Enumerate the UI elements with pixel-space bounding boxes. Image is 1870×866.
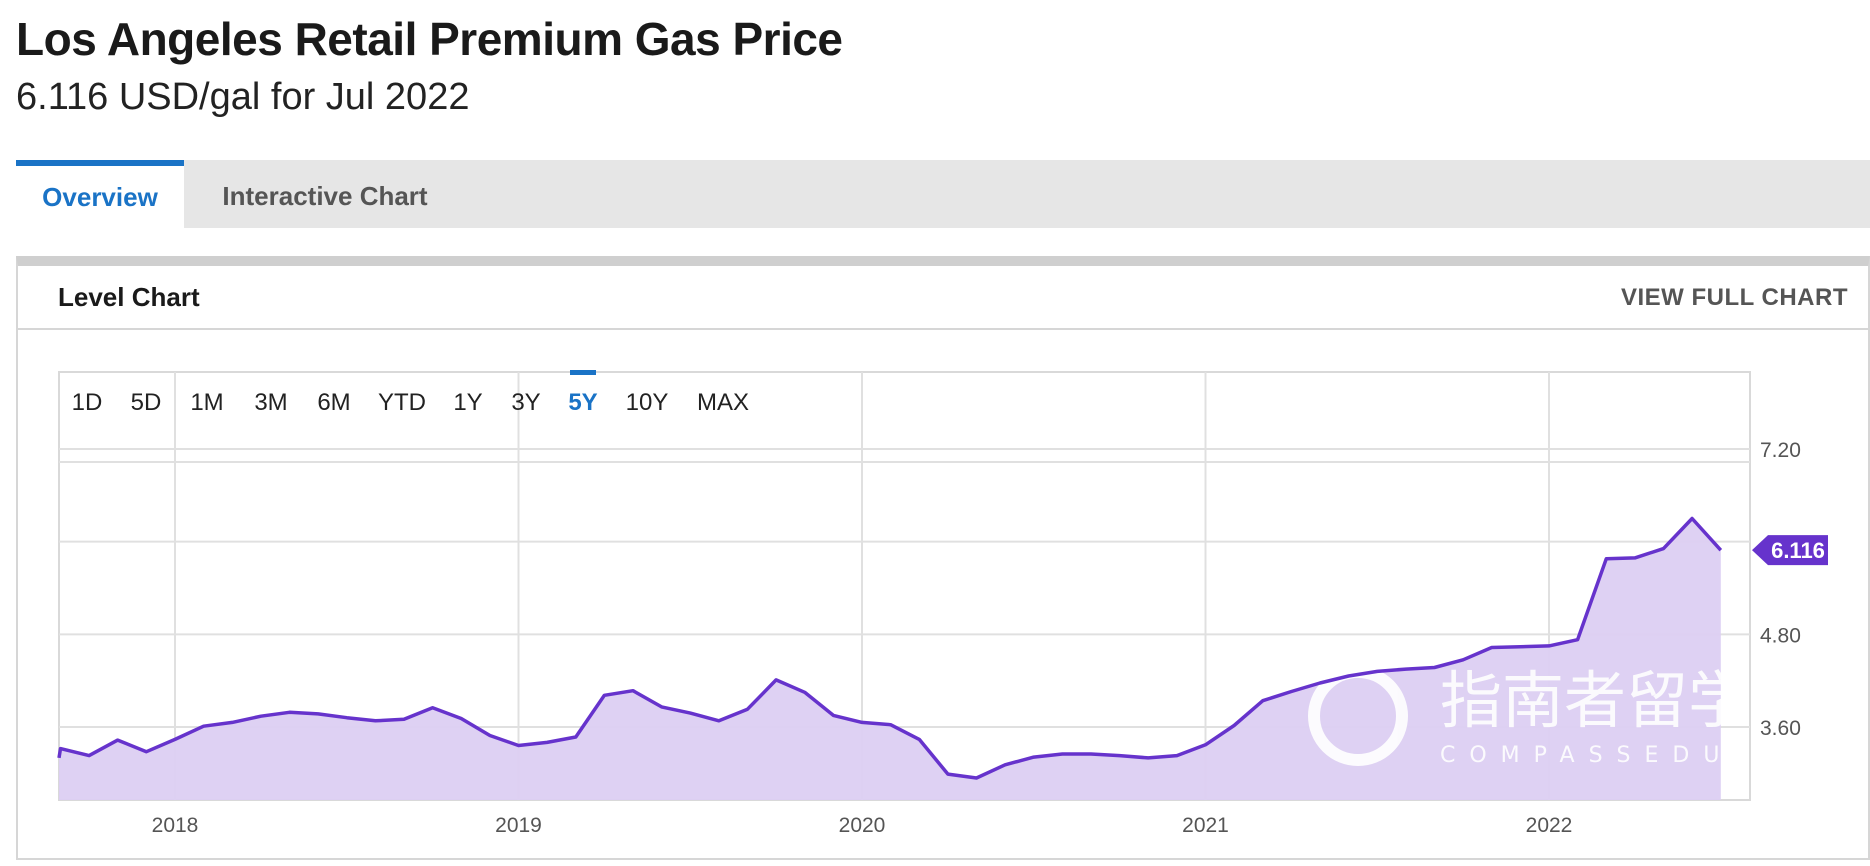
range-button-1m[interactable]: 1M: [190, 389, 223, 416]
range-button-10y[interactable]: 10Y: [626, 389, 669, 416]
range-button-3y[interactable]: 3Y: [511, 389, 540, 416]
range-active-indicator: [570, 370, 596, 375]
range-button-1y[interactable]: 1Y: [453, 389, 482, 416]
page-subtitle: 6.116 USD/gal for Jul 2022: [16, 76, 470, 118]
tab-interactive-chart[interactable]: Interactive Chart: [222, 181, 428, 211]
range-button-6m[interactable]: 6M: [317, 389, 350, 416]
series-line: [57, 516, 1723, 780]
x-tick-label: 2022: [1526, 814, 1573, 837]
series-area: [59, 518, 1721, 800]
y-tick-label: 7.20: [1760, 439, 1801, 462]
panel-header: Level Chart VIEW FULL CHART: [18, 266, 1868, 330]
y-tick-label: 4.80: [1760, 624, 1801, 647]
last-value-badge: [1752, 535, 1828, 566]
last-value-label: 6.116: [1771, 538, 1825, 563]
tab-overview[interactable]: Overview: [16, 160, 184, 228]
watermark: 指南者留学 COMPASSEDU: [1308, 664, 1750, 768]
x-tick-label: 2019: [495, 814, 542, 837]
tab-bar: Overview Interactive Chart: [16, 160, 1870, 228]
range-button-max[interactable]: MAX: [697, 389, 749, 416]
range-button-5d[interactable]: 5D: [131, 389, 162, 416]
watermark-logo-icon: [1308, 666, 1408, 766]
range-button-1d[interactable]: 1D: [72, 389, 103, 416]
watermark-subtext: COMPASSEDU: [1440, 743, 1733, 768]
range-button-ytd[interactable]: YTD: [378, 389, 426, 416]
panel-title: Level Chart: [58, 282, 200, 312]
x-tick-label: 2018: [152, 814, 199, 837]
view-full-chart-link[interactable]: VIEW FULL CHART: [1620, 284, 1848, 311]
y-tick-label: 3.60: [1760, 717, 1801, 740]
page-title: Los Angeles Retail Premium Gas Price: [16, 13, 843, 65]
range-button-5y[interactable]: 5Y: [568, 389, 597, 416]
watermark-text: 指南者留学: [1440, 664, 1750, 737]
range-button-3m[interactable]: 3M: [254, 389, 287, 416]
x-tick-label: 2021: [1182, 814, 1229, 837]
x-tick-label: 2020: [839, 814, 886, 837]
